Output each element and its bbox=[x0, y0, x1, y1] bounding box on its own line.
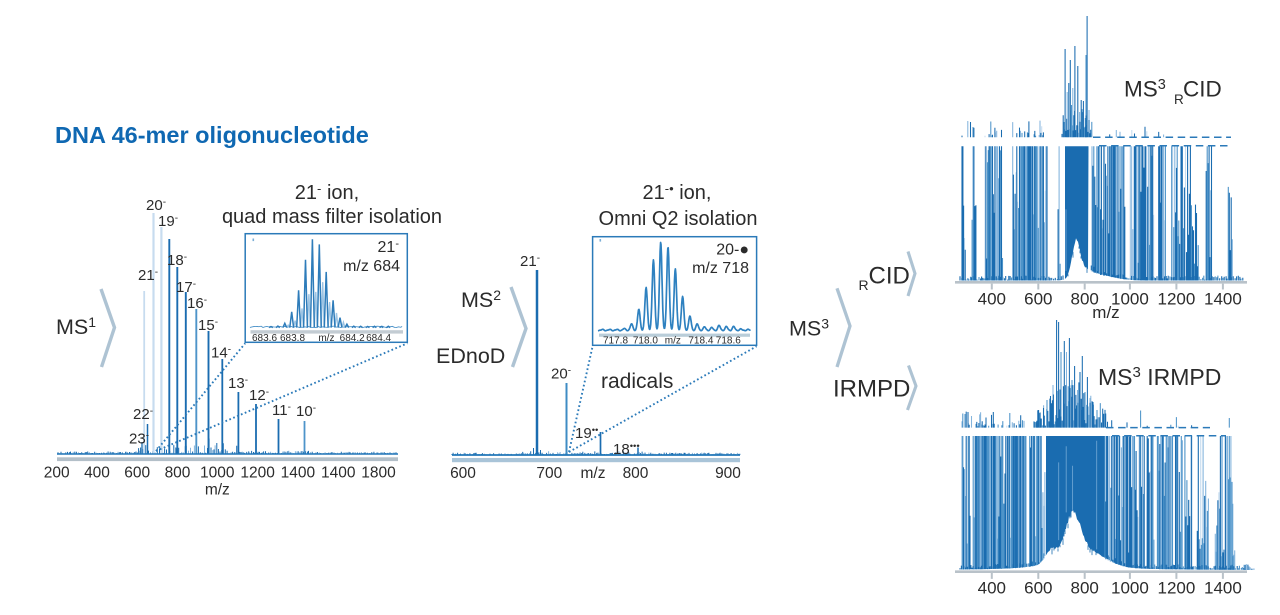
svg-text:EDnoD: EDnoD bbox=[436, 344, 505, 368]
svg-text:radicals: radicals bbox=[601, 370, 673, 393]
svg-text:717.8: 717.8 bbox=[603, 336, 628, 347]
svg-text:600: 600 bbox=[450, 465, 476, 482]
svg-text:800: 800 bbox=[1071, 290, 1099, 309]
svg-text:14-: 14- bbox=[211, 345, 231, 362]
svg-text:1200: 1200 bbox=[240, 465, 275, 482]
svg-text:MS2: MS2 bbox=[461, 287, 501, 312]
svg-text:800: 800 bbox=[1071, 579, 1099, 598]
svg-text:21-: 21- bbox=[520, 253, 540, 270]
svg-text:16-: 16- bbox=[187, 295, 207, 312]
svg-text:17-: 17- bbox=[176, 279, 196, 296]
svg-text:m/z: m/z bbox=[665, 336, 681, 347]
svg-text:CID: CID bbox=[869, 263, 910, 290]
svg-text:13-: 13- bbox=[228, 375, 248, 392]
svg-text:22-: 22- bbox=[133, 406, 153, 423]
svg-text:DNA 46-mer oligonucleotide: DNA 46-mer oligonucleotide bbox=[55, 122, 369, 148]
svg-text:MS3: MS3 bbox=[1124, 77, 1166, 102]
svg-text:718.0: 718.0 bbox=[633, 336, 658, 347]
svg-text:1400: 1400 bbox=[281, 465, 316, 482]
svg-text:m/z 684: m/z 684 bbox=[343, 258, 400, 275]
svg-text:683.8: 683.8 bbox=[280, 333, 305, 344]
svg-text:20-●: 20-● bbox=[716, 242, 749, 259]
svg-text:R: R bbox=[1174, 92, 1184, 107]
svg-text:718.4: 718.4 bbox=[688, 336, 713, 347]
svg-text:684.4: 684.4 bbox=[366, 333, 391, 344]
svg-text:R: R bbox=[859, 277, 869, 293]
svg-text:600: 600 bbox=[124, 465, 150, 482]
svg-text:1400: 1400 bbox=[1204, 290, 1242, 309]
svg-text:400: 400 bbox=[978, 290, 1006, 309]
svg-text:1000: 1000 bbox=[1111, 579, 1149, 598]
svg-text:19-: 19- bbox=[158, 213, 178, 230]
svg-text:MS1: MS1 bbox=[56, 314, 96, 339]
svg-text:21-• ion,: 21-• ion, bbox=[643, 181, 712, 204]
svg-text:m/z: m/z bbox=[318, 333, 334, 344]
svg-text:20-: 20- bbox=[551, 366, 571, 383]
svg-text:21- ion,: 21- ion, bbox=[295, 181, 359, 204]
svg-text:800: 800 bbox=[623, 465, 649, 482]
svg-text:12-: 12- bbox=[249, 387, 269, 404]
svg-text:1200: 1200 bbox=[1157, 290, 1195, 309]
svg-text:m/z: m/z bbox=[205, 482, 230, 499]
svg-text:1000: 1000 bbox=[1111, 290, 1149, 309]
svg-text:1200: 1200 bbox=[1157, 579, 1195, 598]
svg-text:19••: 19•• bbox=[575, 425, 598, 442]
svg-text:1000: 1000 bbox=[200, 465, 235, 482]
svg-text:600: 600 bbox=[1024, 579, 1052, 598]
svg-text:MS3 IRMPD: MS3 IRMPD bbox=[1098, 364, 1221, 390]
svg-text:m/z: m/z bbox=[581, 465, 606, 482]
svg-text:400: 400 bbox=[84, 465, 110, 482]
svg-text:m/z: m/z bbox=[1092, 303, 1119, 322]
svg-text:1400: 1400 bbox=[321, 465, 356, 482]
svg-text:600: 600 bbox=[1024, 290, 1052, 309]
svg-text:18-: 18- bbox=[167, 252, 187, 269]
svg-text:1400: 1400 bbox=[1204, 579, 1242, 598]
svg-text:200: 200 bbox=[44, 465, 70, 482]
svg-text:10-: 10- bbox=[296, 403, 316, 420]
svg-text:23-: 23- bbox=[129, 431, 149, 448]
svg-text:684.2: 684.2 bbox=[340, 333, 365, 344]
svg-text:11-: 11- bbox=[272, 402, 291, 419]
svg-text:718.6: 718.6 bbox=[716, 336, 741, 347]
svg-text:21-: 21- bbox=[378, 238, 400, 256]
svg-text:MS3: MS3 bbox=[789, 316, 829, 341]
svg-text:quad mass filter isolation: quad mass filter isolation bbox=[222, 206, 442, 228]
svg-text:m/z 718: m/z 718 bbox=[692, 260, 749, 277]
svg-text:683.6: 683.6 bbox=[252, 333, 277, 344]
svg-text:1800: 1800 bbox=[361, 465, 396, 482]
svg-text:400: 400 bbox=[978, 579, 1006, 598]
svg-text:Omni Q2 isolation: Omni Q2 isolation bbox=[599, 208, 758, 230]
svg-text:IRMPD: IRMPD bbox=[833, 376, 910, 403]
svg-text:CID: CID bbox=[1183, 77, 1222, 102]
svg-text:900: 900 bbox=[715, 465, 741, 482]
svg-text:800: 800 bbox=[165, 465, 191, 482]
svg-text:20-: 20- bbox=[146, 197, 166, 214]
svg-text:700: 700 bbox=[536, 465, 562, 482]
svg-text:21-: 21- bbox=[138, 267, 158, 284]
svg-text:15-: 15- bbox=[198, 317, 218, 334]
